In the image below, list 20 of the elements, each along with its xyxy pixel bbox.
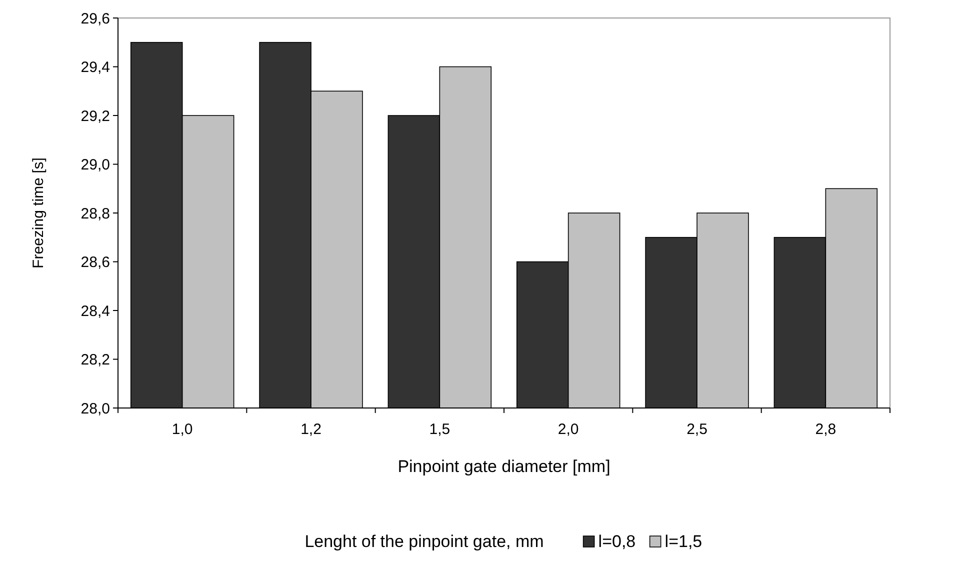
x-tick-label: 1,5 [429,421,450,438]
x-tick-label: 2,5 [686,421,708,438]
x-tick-label: 1,2 [300,421,322,438]
x-tick-label: 2,0 [558,421,579,438]
y-axis-title: Freezing time [s] [30,158,47,268]
legend-label: l=0,8 [598,532,636,551]
y-tick-label: 29,4 [80,59,110,76]
y-tick-label: 28,2 [80,352,110,368]
x-tick-label: 1,0 [172,421,193,438]
y-tick-label: 29,0 [80,156,110,174]
x-tick-label: 2,8 [815,421,836,438]
legend-title: Lenght of the pinpoint gate, mm [304,532,544,551]
y-tick-label: 28,0 [80,400,110,418]
y-tick-label: 29,2 [80,108,110,125]
legend-label: l=1,5 [664,532,702,551]
y-tick-label: 28,4 [80,302,110,320]
y-tick-label: 28,6 [80,254,110,271]
y-tick-label: 29,6 [80,10,110,28]
x-axis-title: Pinpoint gate diameter [mm] [398,457,610,476]
y-tick-label: 28,8 [80,205,110,222]
